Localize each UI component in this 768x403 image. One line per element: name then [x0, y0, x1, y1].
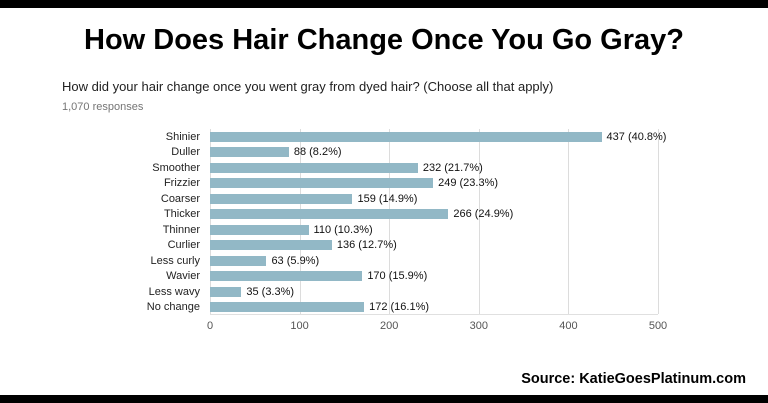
chart-question: How did your hair change once you went g… — [62, 79, 554, 94]
x-axis-tick-label: 300 — [469, 320, 488, 332]
bar — [210, 209, 449, 220]
gridline — [389, 129, 391, 314]
chart-row: No change 172 (16.1%) — [62, 300, 768, 316]
value-label: 437 (40.8%) — [606, 130, 667, 143]
chart-row: Coarser 159 (14.9%) — [62, 191, 768, 207]
category-label: Curlier — [167, 239, 200, 252]
value-label: 88 (8.2%) — [293, 146, 342, 159]
spacer — [0, 336, 768, 371]
bar-track: 437 (40.8%) — [210, 131, 666, 143]
bottom-border — [0, 395, 768, 403]
gridline — [210, 129, 211, 314]
bar-track: 136 (12.7%) — [210, 239, 658, 251]
chart-row: Curlier 136 (12.7%) — [62, 238, 768, 254]
bar — [210, 147, 289, 158]
value-label: 266 (24.9%) — [453, 208, 514, 221]
category-label: Thicker — [163, 208, 200, 221]
x-axis-tick-label: 200 — [380, 320, 399, 332]
bar — [210, 193, 353, 204]
bar-track: 249 (23.3%) — [210, 177, 658, 189]
bar-track: 172 (16.1%) — [210, 301, 658, 313]
bar — [210, 255, 267, 266]
chart-row: Duller 88 (8.2%) — [62, 145, 768, 161]
category-label: Thinner — [162, 223, 200, 236]
value-label: 249 (23.3%) — [438, 177, 499, 190]
x-axis-tick-label: 500 — [648, 320, 668, 332]
bar-track: 88 (8.2%) — [210, 146, 658, 158]
bar — [210, 162, 418, 173]
value-label: 232 (21.7%) — [422, 161, 483, 174]
chart-row: Frizzier 249 (23.3%) — [62, 176, 768, 192]
bar-track: 266 (24.9%) — [210, 208, 658, 220]
bar — [210, 131, 602, 142]
value-label: 170 (15.9%) — [367, 270, 428, 283]
x-axis: 0 100 200 300 400 500 — [206, 320, 667, 336]
chart-row: Smoother 232 (21.7%) — [62, 160, 768, 176]
category-label: Wavier — [166, 270, 200, 283]
bar — [210, 271, 363, 282]
value-label: 172 (16.1%) — [369, 301, 430, 314]
bar — [210, 240, 332, 251]
chart-row: Shinier 437 (40.8%) — [62, 129, 768, 145]
gridline — [568, 129, 570, 314]
bar-track: 63 (5.9%) — [210, 255, 658, 267]
bar-track: 110 (10.3%) — [210, 224, 658, 236]
category-label: No change — [146, 301, 200, 314]
bar-chart: Shinier 437 (40.8%) Duller 88 (8.2%) Smoothe… — [62, 129, 768, 336]
value-label: 63 (5.9%) — [271, 254, 320, 267]
x-axis-tick-label: 0 — [206, 320, 214, 332]
x-axis-tick-label: 100 — [290, 320, 309, 332]
category-label: Smoother — [152, 161, 200, 174]
chart-row: Wavier 170 (15.9%) — [62, 269, 768, 285]
source-credit: Source: KatieGoesPlatinum.com — [521, 371, 746, 387]
gridlines — [210, 129, 659, 315]
value-label: 35 (3.3%) — [246, 285, 295, 298]
bar-track: 159 (14.9%) — [210, 193, 658, 205]
bar — [210, 224, 309, 235]
top-border — [0, 0, 768, 8]
chart-row: Thicker 266 (24.9%) — [62, 207, 768, 223]
category-label: Shinier — [165, 130, 200, 143]
bar-track: 35 (3.3%) — [210, 286, 658, 298]
value-label: 110 (10.3%) — [313, 223, 373, 236]
category-label: Frizzier — [163, 177, 200, 190]
bar-track: 232 (21.7%) — [210, 162, 658, 174]
chart-row: Less wavy 35 (3.3%) — [62, 284, 768, 300]
chart-plot-area: Shinier 437 (40.8%) Duller 88 (8.2%) Smoothe… — [62, 129, 768, 315]
category-label: Less wavy — [148, 285, 200, 298]
value-label: 159 (14.9%) — [357, 192, 418, 205]
chart-row: Thinner 110 (10.3%) — [62, 222, 768, 238]
gridline — [478, 129, 480, 314]
category-label: Less curly — [150, 254, 200, 267]
gridline — [658, 129, 659, 314]
bar — [210, 178, 434, 189]
bar — [210, 302, 365, 313]
page-title: How Does Hair Change Once You Go Gray? — [84, 24, 684, 56]
x-axis-tick-label: 400 — [559, 320, 578, 332]
chart-card: How did your hair change once you went g… — [0, 65, 768, 336]
bar — [210, 286, 242, 297]
chart-rows: Shinier 437 (40.8%) Duller 88 (8.2%) Smoothe… — [62, 129, 768, 315]
category-label: Duller — [171, 146, 200, 159]
category-label: Coarser — [160, 192, 200, 205]
chart-row: Less curly 63 (5.9%) — [62, 253, 768, 269]
value-label: 136 (12.7%) — [336, 239, 397, 252]
bar-track: 170 (15.9%) — [210, 270, 658, 282]
gridline — [299, 129, 301, 314]
responses-count: 1,070 responses — [62, 101, 144, 113]
